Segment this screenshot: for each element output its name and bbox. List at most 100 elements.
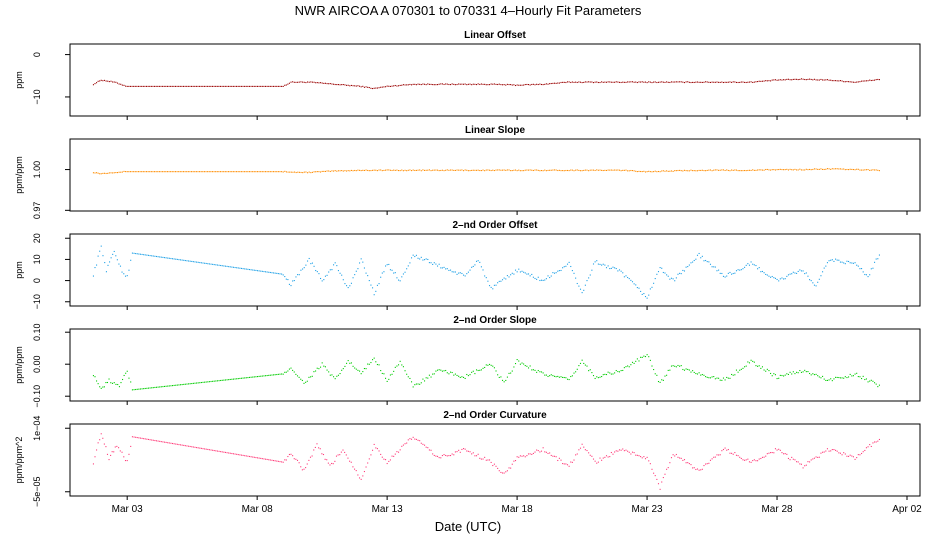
data-point bbox=[753, 361, 755, 363]
data-point bbox=[433, 262, 435, 264]
data-point bbox=[401, 364, 403, 366]
data-point bbox=[106, 453, 109, 455]
data-point bbox=[544, 83, 546, 85]
data-point bbox=[372, 287, 374, 289]
data-point bbox=[347, 170, 349, 172]
data-point bbox=[252, 171, 254, 173]
data-point bbox=[724, 447, 726, 449]
data-point bbox=[149, 255, 151, 257]
data-point bbox=[680, 81, 682, 83]
data-point bbox=[776, 278, 778, 281]
data-point bbox=[378, 450, 380, 452]
data-point bbox=[180, 444, 182, 446]
data-point bbox=[226, 265, 228, 267]
data-point bbox=[125, 372, 127, 374]
data-point bbox=[843, 452, 845, 454]
data-point bbox=[232, 453, 235, 455]
data-point bbox=[484, 170, 486, 172]
data-point bbox=[428, 449, 430, 451]
data-point bbox=[471, 371, 473, 373]
data-point bbox=[157, 386, 159, 388]
data-point bbox=[152, 255, 154, 257]
data-point bbox=[657, 271, 660, 273]
data-point bbox=[107, 264, 109, 266]
data-point bbox=[183, 383, 185, 385]
data-point bbox=[277, 460, 279, 462]
data-point bbox=[123, 170, 125, 172]
data-point bbox=[573, 372, 575, 374]
data-point bbox=[482, 367, 484, 369]
data-point bbox=[796, 169, 798, 171]
data-point bbox=[118, 386, 120, 388]
y-tick-label: 0 bbox=[32, 52, 42, 57]
data-point bbox=[175, 443, 177, 445]
data-point bbox=[485, 84, 487, 86]
data-point bbox=[237, 85, 239, 87]
data-point bbox=[631, 81, 634, 83]
data-point bbox=[623, 276, 625, 278]
data-point bbox=[666, 374, 668, 376]
data-point bbox=[464, 169, 466, 171]
data-point bbox=[459, 272, 461, 274]
data-point bbox=[752, 81, 754, 84]
data-point bbox=[648, 170, 650, 172]
data-point bbox=[653, 472, 655, 474]
data-point bbox=[664, 170, 666, 172]
data-point bbox=[469, 374, 471, 376]
data-point bbox=[313, 171, 315, 173]
data-point bbox=[126, 171, 128, 173]
data-point bbox=[409, 377, 411, 380]
data-point bbox=[385, 169, 387, 171]
data-point bbox=[758, 169, 760, 171]
data-point bbox=[713, 169, 715, 171]
data-point bbox=[670, 170, 673, 172]
data-point bbox=[305, 82, 307, 84]
data-point bbox=[260, 85, 262, 87]
data-point bbox=[155, 85, 157, 87]
data-point bbox=[151, 255, 153, 257]
data-point bbox=[350, 362, 352, 364]
data-point bbox=[511, 84, 513, 86]
data-point bbox=[674, 81, 676, 83]
data-point bbox=[381, 456, 383, 458]
data-point bbox=[662, 271, 664, 274]
data-point bbox=[737, 455, 739, 457]
data-point bbox=[757, 268, 759, 270]
data-point bbox=[812, 79, 814, 81]
data-point bbox=[557, 169, 559, 172]
data-point bbox=[628, 366, 630, 368]
data-point bbox=[701, 255, 703, 257]
data-point bbox=[766, 168, 768, 171]
data-point bbox=[215, 450, 217, 452]
data-point bbox=[375, 290, 377, 292]
data-point bbox=[445, 369, 447, 372]
data-point bbox=[669, 462, 671, 464]
data-point bbox=[500, 169, 502, 171]
data-point bbox=[327, 462, 329, 464]
data-point bbox=[469, 170, 471, 172]
data-point bbox=[755, 264, 757, 267]
data-point bbox=[557, 375, 559, 377]
data-point bbox=[372, 87, 374, 90]
data-point bbox=[550, 169, 552, 171]
data-point bbox=[394, 272, 396, 274]
data-point bbox=[631, 170, 634, 172]
data-point bbox=[472, 452, 474, 454]
data-point bbox=[208, 449, 210, 451]
data-point bbox=[118, 83, 120, 85]
data-point bbox=[295, 276, 297, 278]
data-point bbox=[534, 369, 536, 371]
data-point bbox=[495, 370, 497, 372]
data-point bbox=[449, 454, 452, 457]
data-point bbox=[324, 170, 326, 172]
data-point bbox=[174, 85, 177, 87]
data-point bbox=[711, 170, 713, 172]
data-point bbox=[261, 458, 263, 460]
data-point bbox=[181, 384, 183, 386]
data-point bbox=[255, 85, 257, 87]
data-point bbox=[163, 257, 166, 259]
data-point bbox=[579, 362, 582, 364]
data-point bbox=[714, 378, 716, 380]
data-point bbox=[284, 276, 286, 278]
data-point bbox=[471, 169, 473, 171]
